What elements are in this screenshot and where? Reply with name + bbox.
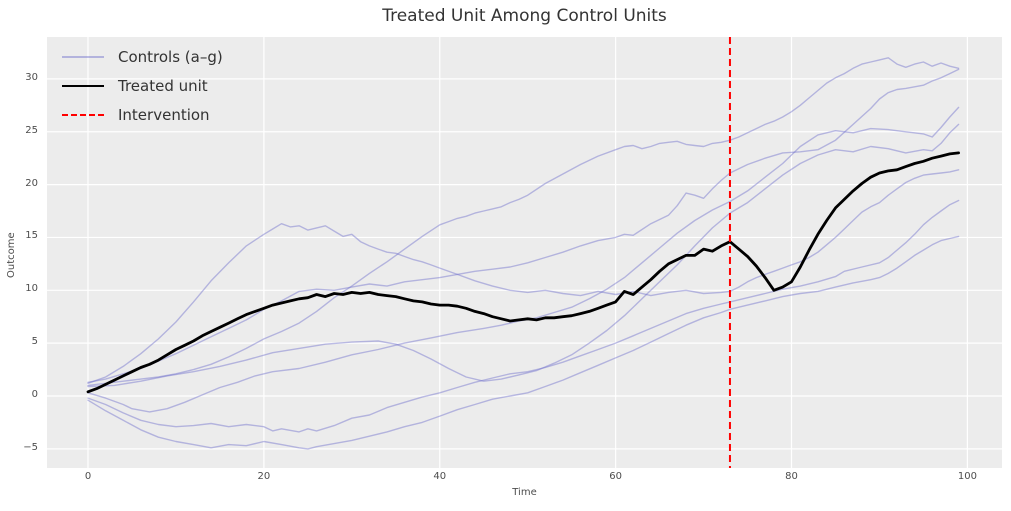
y-tick-label: 0 bbox=[31, 389, 38, 400]
y-tick-label: 30 bbox=[25, 71, 38, 83]
y-tick-label: 5 bbox=[31, 336, 38, 348]
x-tick-label: 100 bbox=[957, 471, 977, 482]
control-e-series-line bbox=[87, 106, 960, 413]
y-tick-label: −5 bbox=[23, 441, 38, 453]
control-c-series-line bbox=[87, 68, 960, 383]
legend-swatch-icon bbox=[62, 114, 104, 116]
y-tick-label: 25 bbox=[25, 124, 38, 136]
x-tick-label: 60 bbox=[609, 471, 622, 482]
legend-swatch-icon bbox=[62, 56, 104, 58]
legend: Controls (a–g) Treated unit Intervention bbox=[62, 46, 223, 126]
control-b-series-line bbox=[87, 57, 960, 387]
control-d-series-line bbox=[87, 123, 960, 388]
legend-item-treated: Treated unit bbox=[62, 75, 223, 97]
y-tick-label: 20 bbox=[25, 177, 38, 189]
x-tick-label: 40 bbox=[433, 471, 447, 482]
legend-label: Treated unit bbox=[118, 77, 208, 95]
control-f-series-line bbox=[87, 199, 960, 433]
legend-label: Controls (a–g) bbox=[118, 48, 223, 66]
legend-label: Intervention bbox=[118, 106, 210, 124]
treated-series-line bbox=[86, 151, 960, 394]
x-axis-label: Time bbox=[512, 487, 537, 498]
y-tick-label: 10 bbox=[25, 283, 38, 295]
x-tick-label: 20 bbox=[257, 471, 271, 482]
control-g-series-line bbox=[87, 235, 960, 450]
chart-title: Treated Unit Among Control Units bbox=[382, 6, 667, 26]
y-tick-label: 15 bbox=[25, 230, 38, 242]
legend-swatch-icon bbox=[62, 85, 104, 87]
legend-item-controls: Controls (a–g) bbox=[62, 46, 223, 68]
series-lines bbox=[86, 37, 960, 468]
grid-lines bbox=[47, 37, 1002, 468]
legend-item-intervention: Intervention bbox=[62, 104, 223, 126]
x-tick-label: 80 bbox=[785, 471, 798, 482]
control-a-series-line bbox=[87, 169, 960, 384]
x-tick-label: 0 bbox=[84, 471, 92, 482]
